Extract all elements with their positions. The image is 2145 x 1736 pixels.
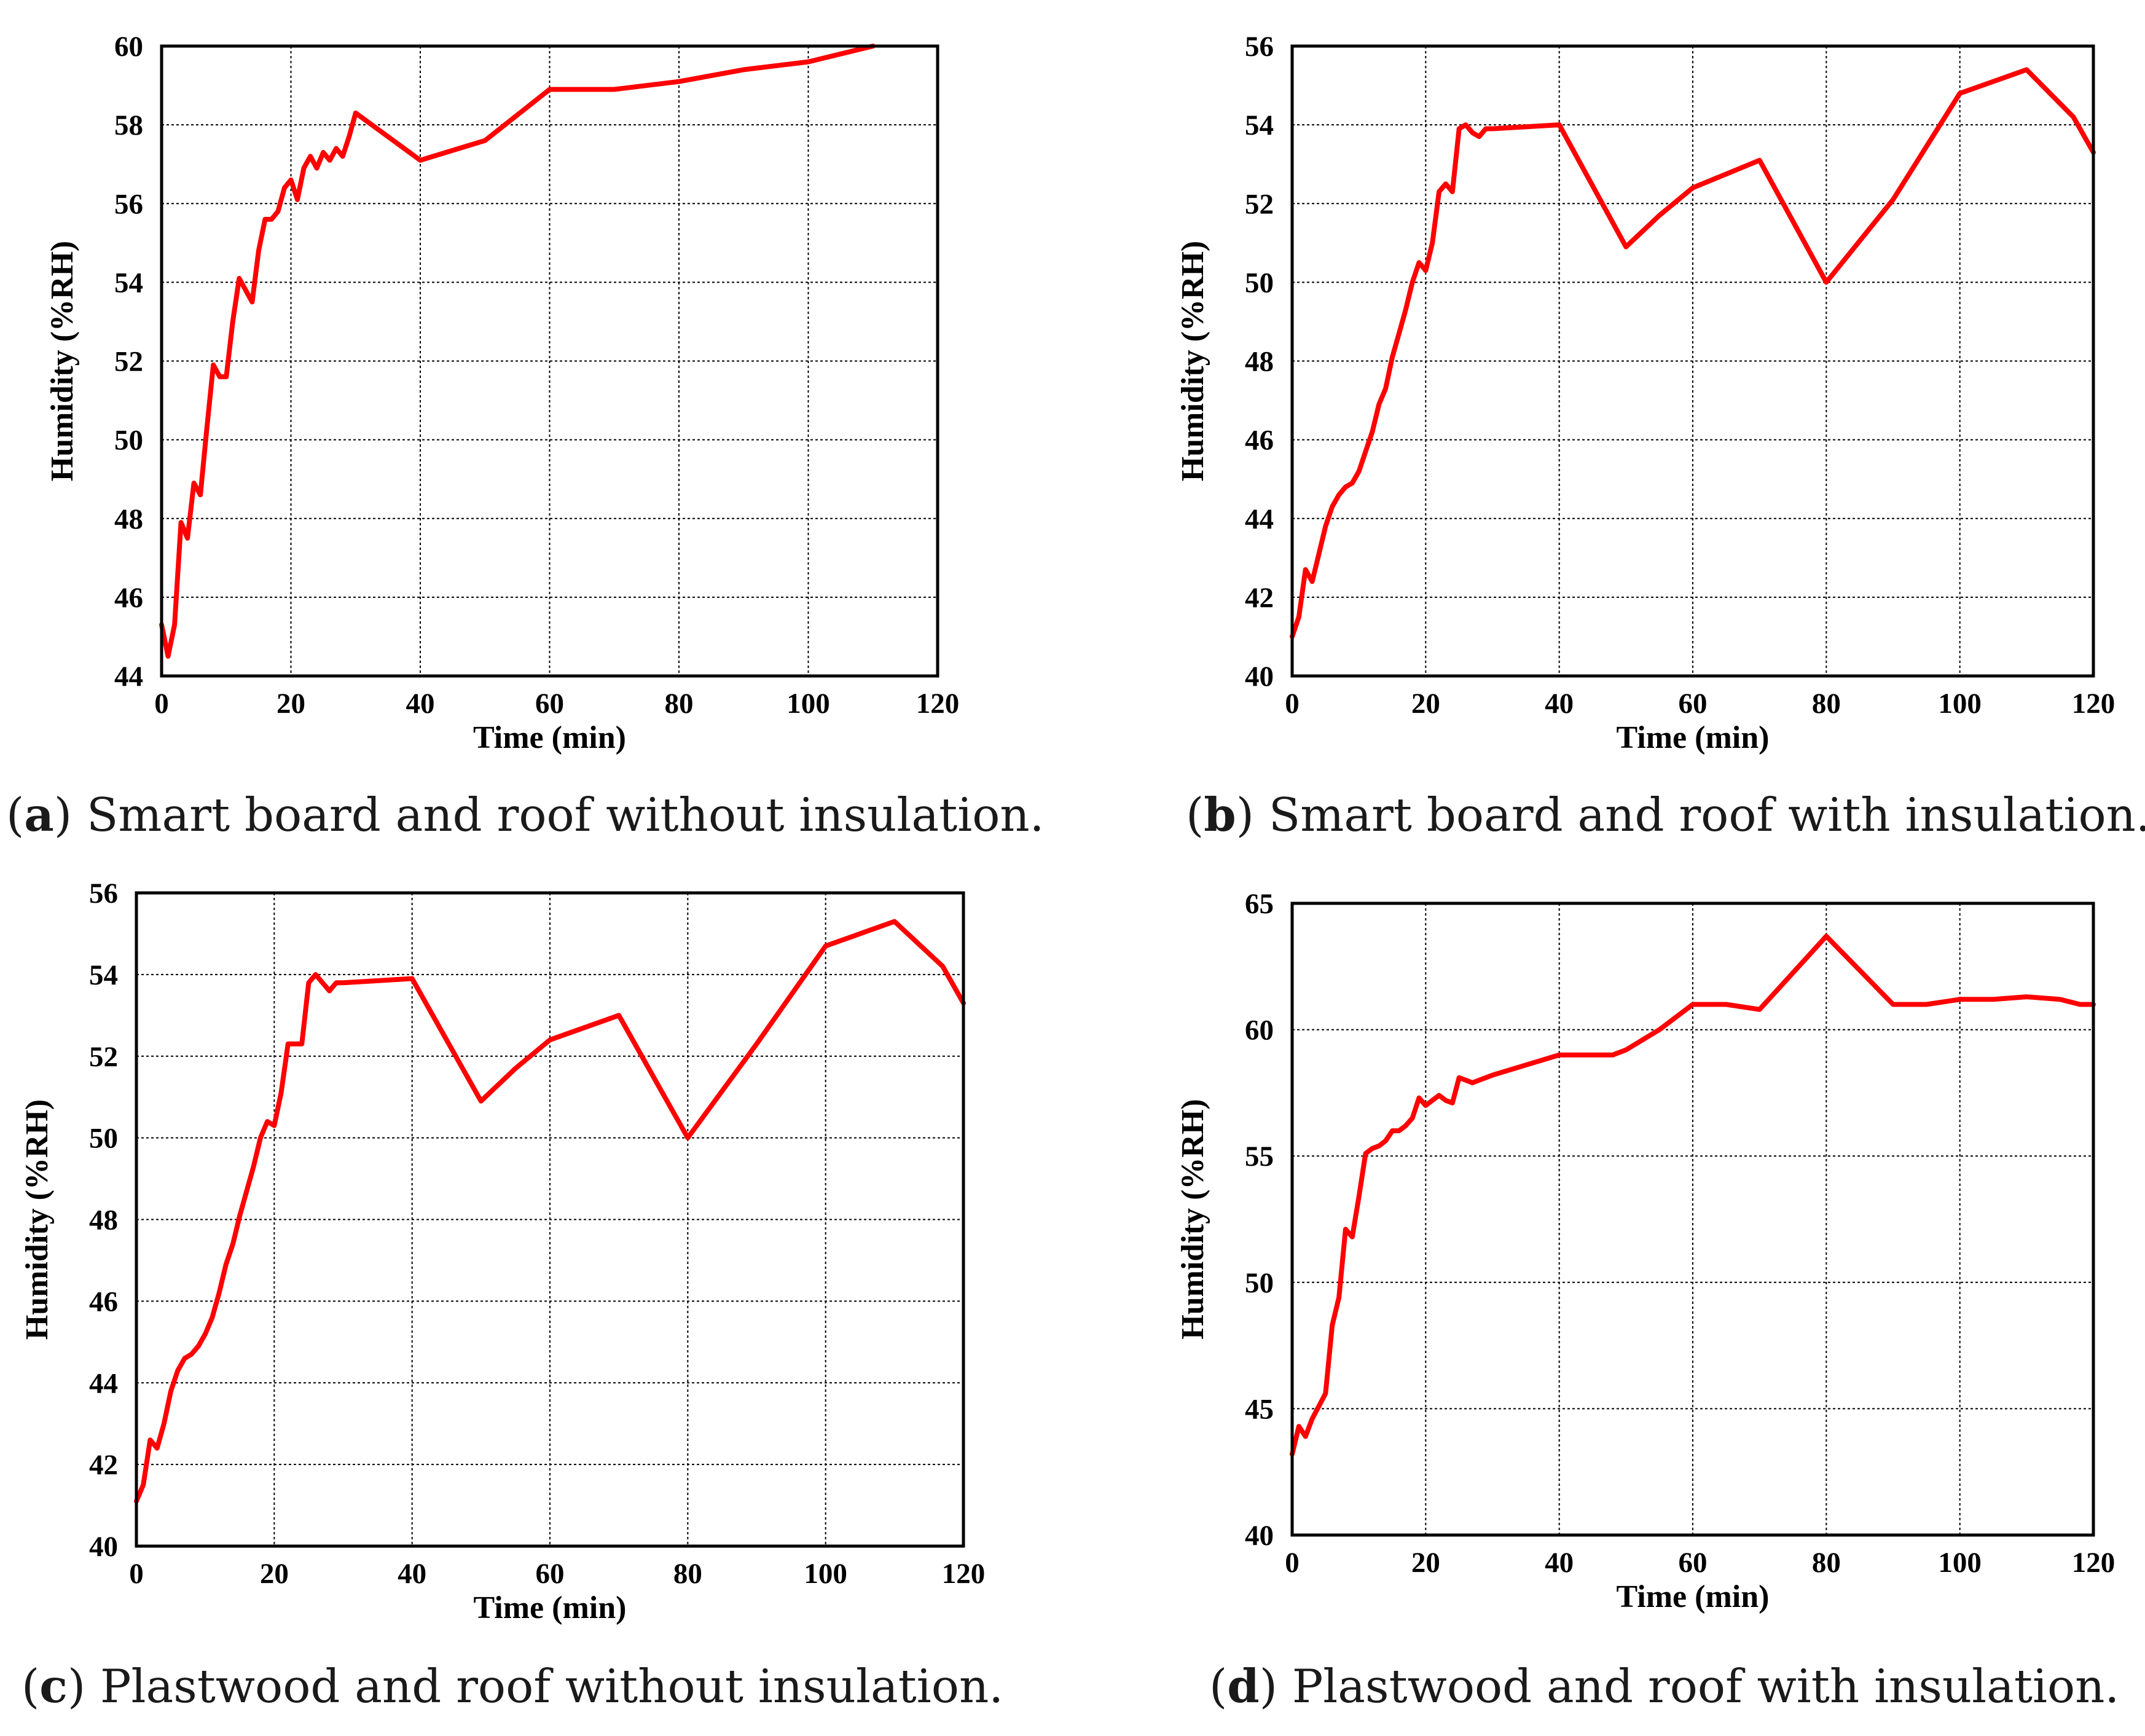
y-tick-label: 50: [1245, 1267, 1274, 1299]
x-tick-label: 100: [804, 1558, 847, 1590]
x-tick-label: 80: [673, 1558, 702, 1590]
caption-d-label: d: [1227, 1659, 1260, 1713]
x-tick-label: 40: [1545, 1547, 1574, 1579]
y-tick-label: 60: [1245, 1015, 1274, 1047]
x-tick-label: 20: [276, 688, 305, 720]
y-tick-label: 50: [114, 425, 143, 457]
y-tick-label: 56: [1245, 31, 1274, 63]
x-tick-label: 60: [1679, 688, 1708, 720]
y-tick-label: 40: [1245, 661, 1274, 693]
y-tick-label: 44: [114, 661, 143, 693]
plot-frame: [135, 891, 965, 1548]
humidity-series-line: [159, 44, 876, 659]
x-tick-label: 120: [2072, 688, 2116, 720]
y-tick-label: 52: [1245, 188, 1274, 220]
y-tick-label: 42: [89, 1449, 118, 1481]
caption-a-text: Smart board and roof without insulation.: [86, 788, 1045, 842]
humidity-series-line: [1290, 67, 2096, 639]
y-tick-label: 42: [1245, 582, 1274, 614]
caption-d-text: Plastwood and roof with insulation.: [1292, 1659, 2120, 1713]
x-tick-label: 80: [665, 688, 694, 720]
x-tick-label: 40: [398, 1558, 426, 1590]
caption-b: (b) Smart board and roof with insulation…: [1186, 788, 2145, 842]
caption-b-label: b: [1204, 788, 1236, 842]
y-tick-label: 40: [1245, 1520, 1274, 1552]
y-tick-label: 56: [89, 878, 118, 909]
x-tick-label: 0: [154, 688, 169, 720]
y-tick-label: 44: [1245, 503, 1274, 535]
y-tick-label: 40: [89, 1531, 118, 1563]
x-tick-label: 100: [1938, 1547, 1982, 1579]
y-axis-label: Humidity (%RH): [1175, 241, 1210, 481]
x-tick-label: 120: [916, 688, 960, 720]
x-tick-label: 120: [2072, 1547, 2116, 1579]
caption-c-text: Plastwood and roof without insulation.: [100, 1659, 1004, 1713]
x-tick-label: 20: [260, 1558, 289, 1590]
y-tick-label: 52: [89, 1041, 118, 1073]
y-tick-label: 65: [1245, 888, 1274, 920]
y-tick-label: 46: [1245, 425, 1274, 457]
chart-panel-c: 0 20 40 60 80 100 120 40 42 44 46 48 50 52 54 56 Time (m…: [20, 878, 985, 1625]
caption-a-label: a: [24, 788, 54, 842]
y-tick-label: 48: [89, 1204, 118, 1236]
x-axis-label: Time (min): [1617, 1579, 1770, 1614]
y-tick-label: 44: [89, 1367, 118, 1399]
x-tick-label: 80: [1812, 1547, 1841, 1579]
y-tick-label: 52: [114, 346, 143, 378]
x-tick-label: 80: [1812, 688, 1841, 720]
plot-frame: [1290, 901, 2095, 1537]
y-tick-label: 54: [89, 959, 118, 991]
plot-frame: [160, 44, 939, 678]
y-tick-label: 58: [114, 109, 143, 141]
y-tick-label: 54: [1245, 109, 1274, 141]
y-axis-label: Humidity (%RH): [20, 1099, 55, 1340]
x-tick-label: 100: [786, 688, 830, 720]
caption-c: (c) Plastwood and roof without insulatio…: [22, 1659, 1004, 1713]
plot-frame: [1290, 44, 2095, 678]
x-axis-label: Time (min): [1617, 720, 1770, 755]
x-tick-label: 0: [1285, 688, 1300, 720]
y-tick-label: 55: [1245, 1141, 1274, 1172]
chart-panel-b: 0 20 40 60 80 100 120 40 42 44 46 48 50 52 54 56 Time (m…: [1175, 31, 2115, 755]
x-tick-label: 60: [536, 1558, 565, 1590]
y-tick-label: 48: [1245, 346, 1274, 378]
x-axis-label: Time (min): [473, 720, 626, 755]
caption-b-text: Smart board and roof with insulation.: [1268, 788, 2145, 842]
x-tick-label: 0: [1285, 1547, 1300, 1579]
x-tick-label: 60: [535, 688, 564, 720]
humidity-series-line: [1290, 933, 2096, 1457]
y-tick-label: 45: [1245, 1393, 1274, 1425]
y-tick-label: 54: [114, 267, 143, 299]
humidity-series-line: [134, 919, 966, 1504]
caption-a: (a) Smart board and roof without insulat…: [6, 788, 1045, 842]
y-tick-label: 48: [114, 503, 143, 535]
chart-panel-d: 0 20 40 60 80 100 120 40 45 50 55 60 65 Time (min) Hum…: [1175, 888, 2115, 1614]
x-tick-label: 60: [1679, 1547, 1708, 1579]
y-tick-label: 46: [114, 582, 143, 614]
x-tick-label: 100: [1938, 688, 1982, 720]
y-tick-label: 46: [89, 1286, 118, 1318]
y-tick-label: 50: [89, 1123, 118, 1155]
caption-d: (d) Plastwood and roof with insulation.: [1209, 1659, 2120, 1713]
y-axis-label: Humidity (%RH): [1175, 1099, 1210, 1339]
x-axis-label: Time (min): [474, 1590, 627, 1625]
y-tick-label: 56: [114, 188, 143, 220]
y-axis-label: Humidity (%RH): [45, 241, 80, 481]
y-tick-label: 60: [114, 31, 143, 63]
x-tick-label: 0: [129, 1558, 144, 1590]
x-tick-label: 20: [1411, 688, 1440, 720]
y-tick-label: 50: [1245, 267, 1274, 299]
x-tick-label: 40: [406, 688, 435, 720]
x-tick-label: 120: [942, 1558, 986, 1590]
x-tick-label: 20: [1411, 1547, 1440, 1579]
x-tick-label: 40: [1545, 688, 1574, 720]
caption-c-label: c: [39, 1659, 68, 1713]
